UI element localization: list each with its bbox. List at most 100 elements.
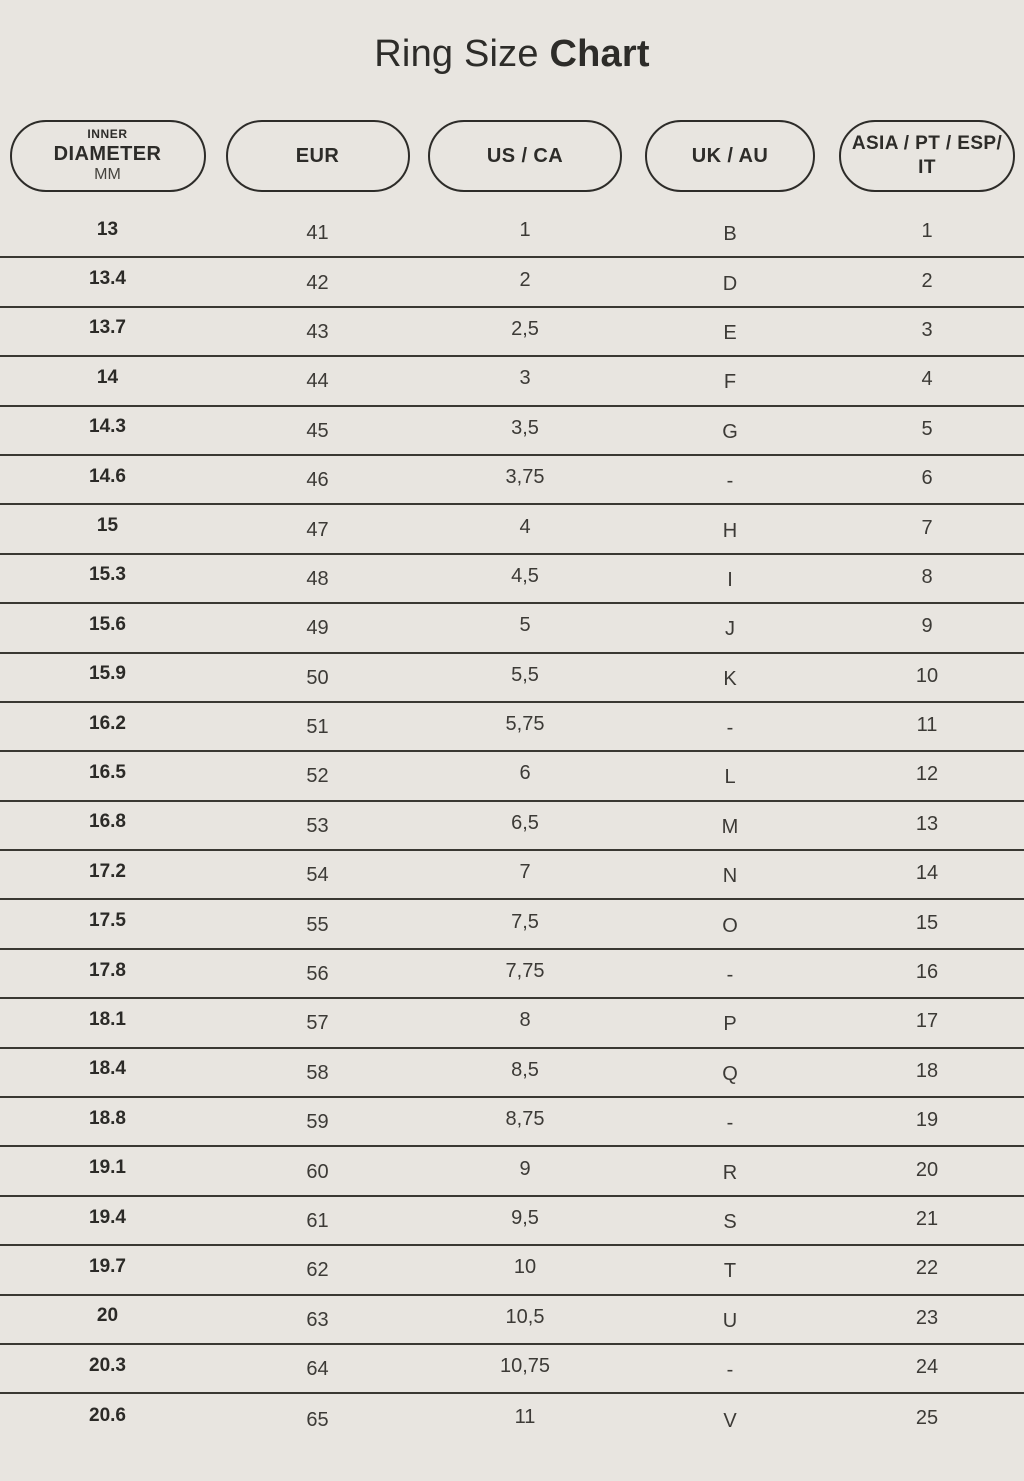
cell-value: 42 (306, 271, 329, 294)
column-pill-us-ca: US / CA (428, 120, 622, 192)
table-row: 19.7 62 10 T 22 (0, 1246, 1024, 1296)
page-title-regular: Ring Size (374, 33, 550, 75)
cell-eur: 52 (215, 752, 420, 799)
cell-value: 10 (915, 664, 939, 687)
cell-us-ca: 1 (420, 209, 630, 256)
cell-value: 19.1 (89, 1157, 126, 1179)
cell-eur: 53 (215, 802, 420, 849)
cell-us-ca: 6,5 (420, 802, 630, 849)
cell-value: 10 (513, 1256, 537, 1279)
cell-value: 59 (306, 1111, 329, 1134)
cell-uk-au: V (630, 1394, 830, 1443)
cell-inner-diameter-mm: 13 (0, 209, 215, 256)
cell-us-ca: 7 (420, 851, 630, 898)
cell-value: 1 (519, 219, 531, 242)
cell-value: 17.5 (89, 910, 126, 932)
cell-eur: 60 (215, 1147, 420, 1194)
cell-value: P (723, 1013, 737, 1036)
cell-value: 57 (306, 1012, 329, 1035)
cell-asia-pt-esp-it: 16 (830, 950, 1024, 997)
cell-asia-pt-esp-it: 25 (830, 1394, 1024, 1443)
cell-eur: 46 (215, 456, 420, 503)
cell-value: 5 (921, 417, 933, 440)
cell-value: 15 (96, 515, 119, 537)
cell-uk-au: - (630, 703, 830, 750)
cell-inner-diameter-mm: 19.1 (0, 1147, 215, 1194)
cell-value: 60 (306, 1160, 329, 1183)
cell-uk-au: - (630, 950, 830, 997)
column-pill-inner-diameter: INNER DIAMETER MM (9, 120, 206, 192)
cell-value: 13 (915, 812, 939, 835)
cell-value: - (726, 964, 734, 987)
cell-eur: 63 (215, 1296, 420, 1343)
cell-inner-diameter-mm: 17.2 (0, 851, 215, 898)
cell-us-ca: 11 (420, 1394, 630, 1443)
table-row: 18.1 57 8 P 17 (0, 999, 1024, 1049)
cell-value: 18 (915, 1059, 939, 1082)
cell-us-ca: 4,5 (420, 555, 630, 602)
cell-eur: 51 (215, 703, 420, 750)
cell-us-ca: 2,5 (420, 308, 630, 355)
cell-us-ca: 5 (420, 604, 630, 651)
cell-inner-diameter-mm: 16.2 (0, 703, 215, 750)
cell-us-ca: 4 (420, 505, 630, 552)
table-row: 17.8 56 7,75 - 16 (0, 950, 1024, 1000)
cell-uk-au: S (630, 1197, 830, 1244)
cell-value: 62 (306, 1259, 329, 1282)
cell-asia-pt-esp-it: 21 (830, 1197, 1024, 1244)
cell-value: 9 (921, 615, 933, 638)
header-col-uk-au: UK / AU (630, 120, 830, 192)
cell-value: R (722, 1161, 738, 1184)
cell-value: 2 (921, 269, 933, 292)
cell-value: 7,5 (511, 910, 539, 933)
cell-asia-pt-esp-it: 12 (830, 752, 1024, 799)
cell-asia-pt-esp-it: 5 (830, 407, 1024, 454)
cell-value: 20.6 (89, 1405, 126, 1427)
cell-value: 63 (306, 1308, 329, 1331)
cell-uk-au: - (630, 1345, 830, 1392)
header-label-eur: EUR (295, 145, 340, 167)
cell-value: 8,75 (505, 1108, 545, 1131)
cell-value: 8 (921, 565, 933, 588)
cell-value: 17.8 (89, 959, 126, 981)
cell-inner-diameter-mm: 20.3 (0, 1345, 215, 1392)
cell-value: 15 (915, 911, 939, 934)
cell-value: 46 (306, 469, 329, 492)
cell-asia-pt-esp-it: 4 (830, 357, 1024, 404)
cell-eur: 61 (215, 1197, 420, 1244)
cell-value: 11 (514, 1405, 536, 1428)
cell-value: 61 (306, 1210, 329, 1232)
header-col-asia: ASIA / PT / ESP/ IT (830, 120, 1024, 192)
table-row: 15.6 49 5 J 9 (0, 604, 1024, 654)
header-col-eur: EUR (215, 120, 420, 192)
cell-us-ca: 6 (420, 752, 630, 799)
cell-asia-pt-esp-it: 22 (830, 1246, 1024, 1293)
cell-eur: 64 (215, 1345, 420, 1392)
cell-value: 9 (519, 1157, 531, 1180)
cell-inner-diameter-mm: 19.4 (0, 1197, 215, 1244)
table-row: 17.5 55 7,5 O 15 (0, 900, 1024, 950)
cell-value: 54 (306, 864, 329, 887)
cell-eur: 56 (215, 950, 420, 997)
table-row: 18.4 58 8,5 Q 18 (0, 1049, 1024, 1099)
column-pill-asia-pt-esp-it: ASIA / PT / ESP/ IT (839, 120, 1015, 192)
cell-asia-pt-esp-it: 8 (830, 555, 1024, 602)
cell-uk-au: L (630, 752, 830, 799)
header-label-asia-pt-esp-it: ASIA / PT / ESP/ IT (851, 133, 1003, 178)
cell-asia-pt-esp-it: 9 (830, 604, 1024, 651)
cell-value: T (723, 1260, 737, 1283)
cell-inner-diameter-mm: 15.3 (0, 555, 215, 602)
cell-us-ca: 7,75 (420, 950, 630, 997)
cell-us-ca: 9,5 (420, 1197, 630, 1244)
cell-asia-pt-esp-it: 2 (830, 258, 1024, 305)
cell-value: 14 (915, 862, 939, 885)
table-row: 13.4 42 2 D 2 (0, 258, 1024, 308)
cell-eur: 59 (215, 1098, 420, 1145)
cell-uk-au: - (630, 1098, 830, 1145)
table-row: 18.8 59 8,75 - 19 (0, 1098, 1024, 1148)
table-row: 13 41 1 B 1 (0, 209, 1024, 259)
cell-value: - (726, 1359, 734, 1382)
table-row: 14.3 45 3,5 G 5 (0, 407, 1024, 456)
cell-asia-pt-esp-it: 17 (830, 999, 1024, 1046)
cell-eur: 42 (215, 258, 420, 305)
